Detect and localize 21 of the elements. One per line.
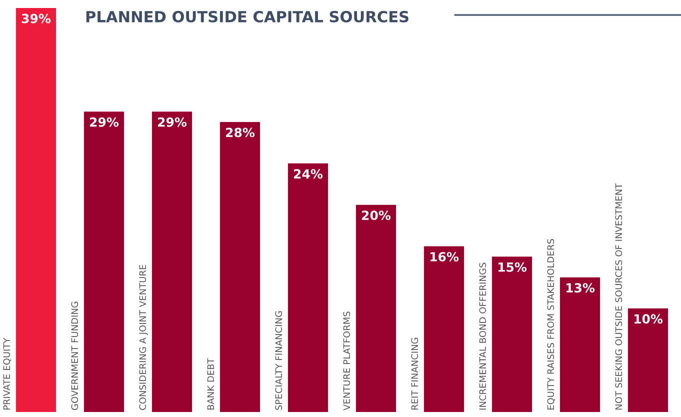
x-tick-label: GOVERNMENT FUNDING bbox=[71, 302, 78, 410]
data-label: 16% bbox=[430, 252, 459, 262]
chart-title: PLANNED OUTSIDE CAPITAL SOURCES bbox=[86, 10, 408, 22]
x-tick-label: CONSIDERING A JOINT VENTURE bbox=[139, 264, 148, 410]
x-tick-label: PRIVATE EQUITY bbox=[3, 338, 12, 410]
data-label: 20% bbox=[362, 210, 391, 220]
data-label: 15% bbox=[498, 262, 527, 272]
data-label: 39% bbox=[22, 14, 51, 24]
x-tick-label: BANK DEBT bbox=[207, 358, 214, 410]
x-tick-label: EQUITY RAISES FROM STAKEHOLDERS bbox=[547, 239, 556, 410]
data-label: 28% bbox=[226, 128, 255, 138]
x-tick-label: NOT SEEKING OUTSIDE SOURCES OF INVESTMENT bbox=[615, 183, 622, 410]
x-tick-label: SPECIALTY FINANCING bbox=[275, 311, 282, 410]
data-label: 29% bbox=[90, 117, 119, 127]
x-tick-label: VENTURE PLATFORMS bbox=[343, 312, 350, 410]
data-label: 13% bbox=[566, 283, 595, 293]
x-tick-label: REIT FINANCING bbox=[411, 338, 418, 410]
data-label: 10% bbox=[634, 314, 663, 324]
data-label: 29% bbox=[158, 117, 187, 127]
x-tick-label: INCREMENTAL BOND OFFERINGS bbox=[479, 262, 486, 410]
data-label: 24% bbox=[294, 169, 323, 179]
